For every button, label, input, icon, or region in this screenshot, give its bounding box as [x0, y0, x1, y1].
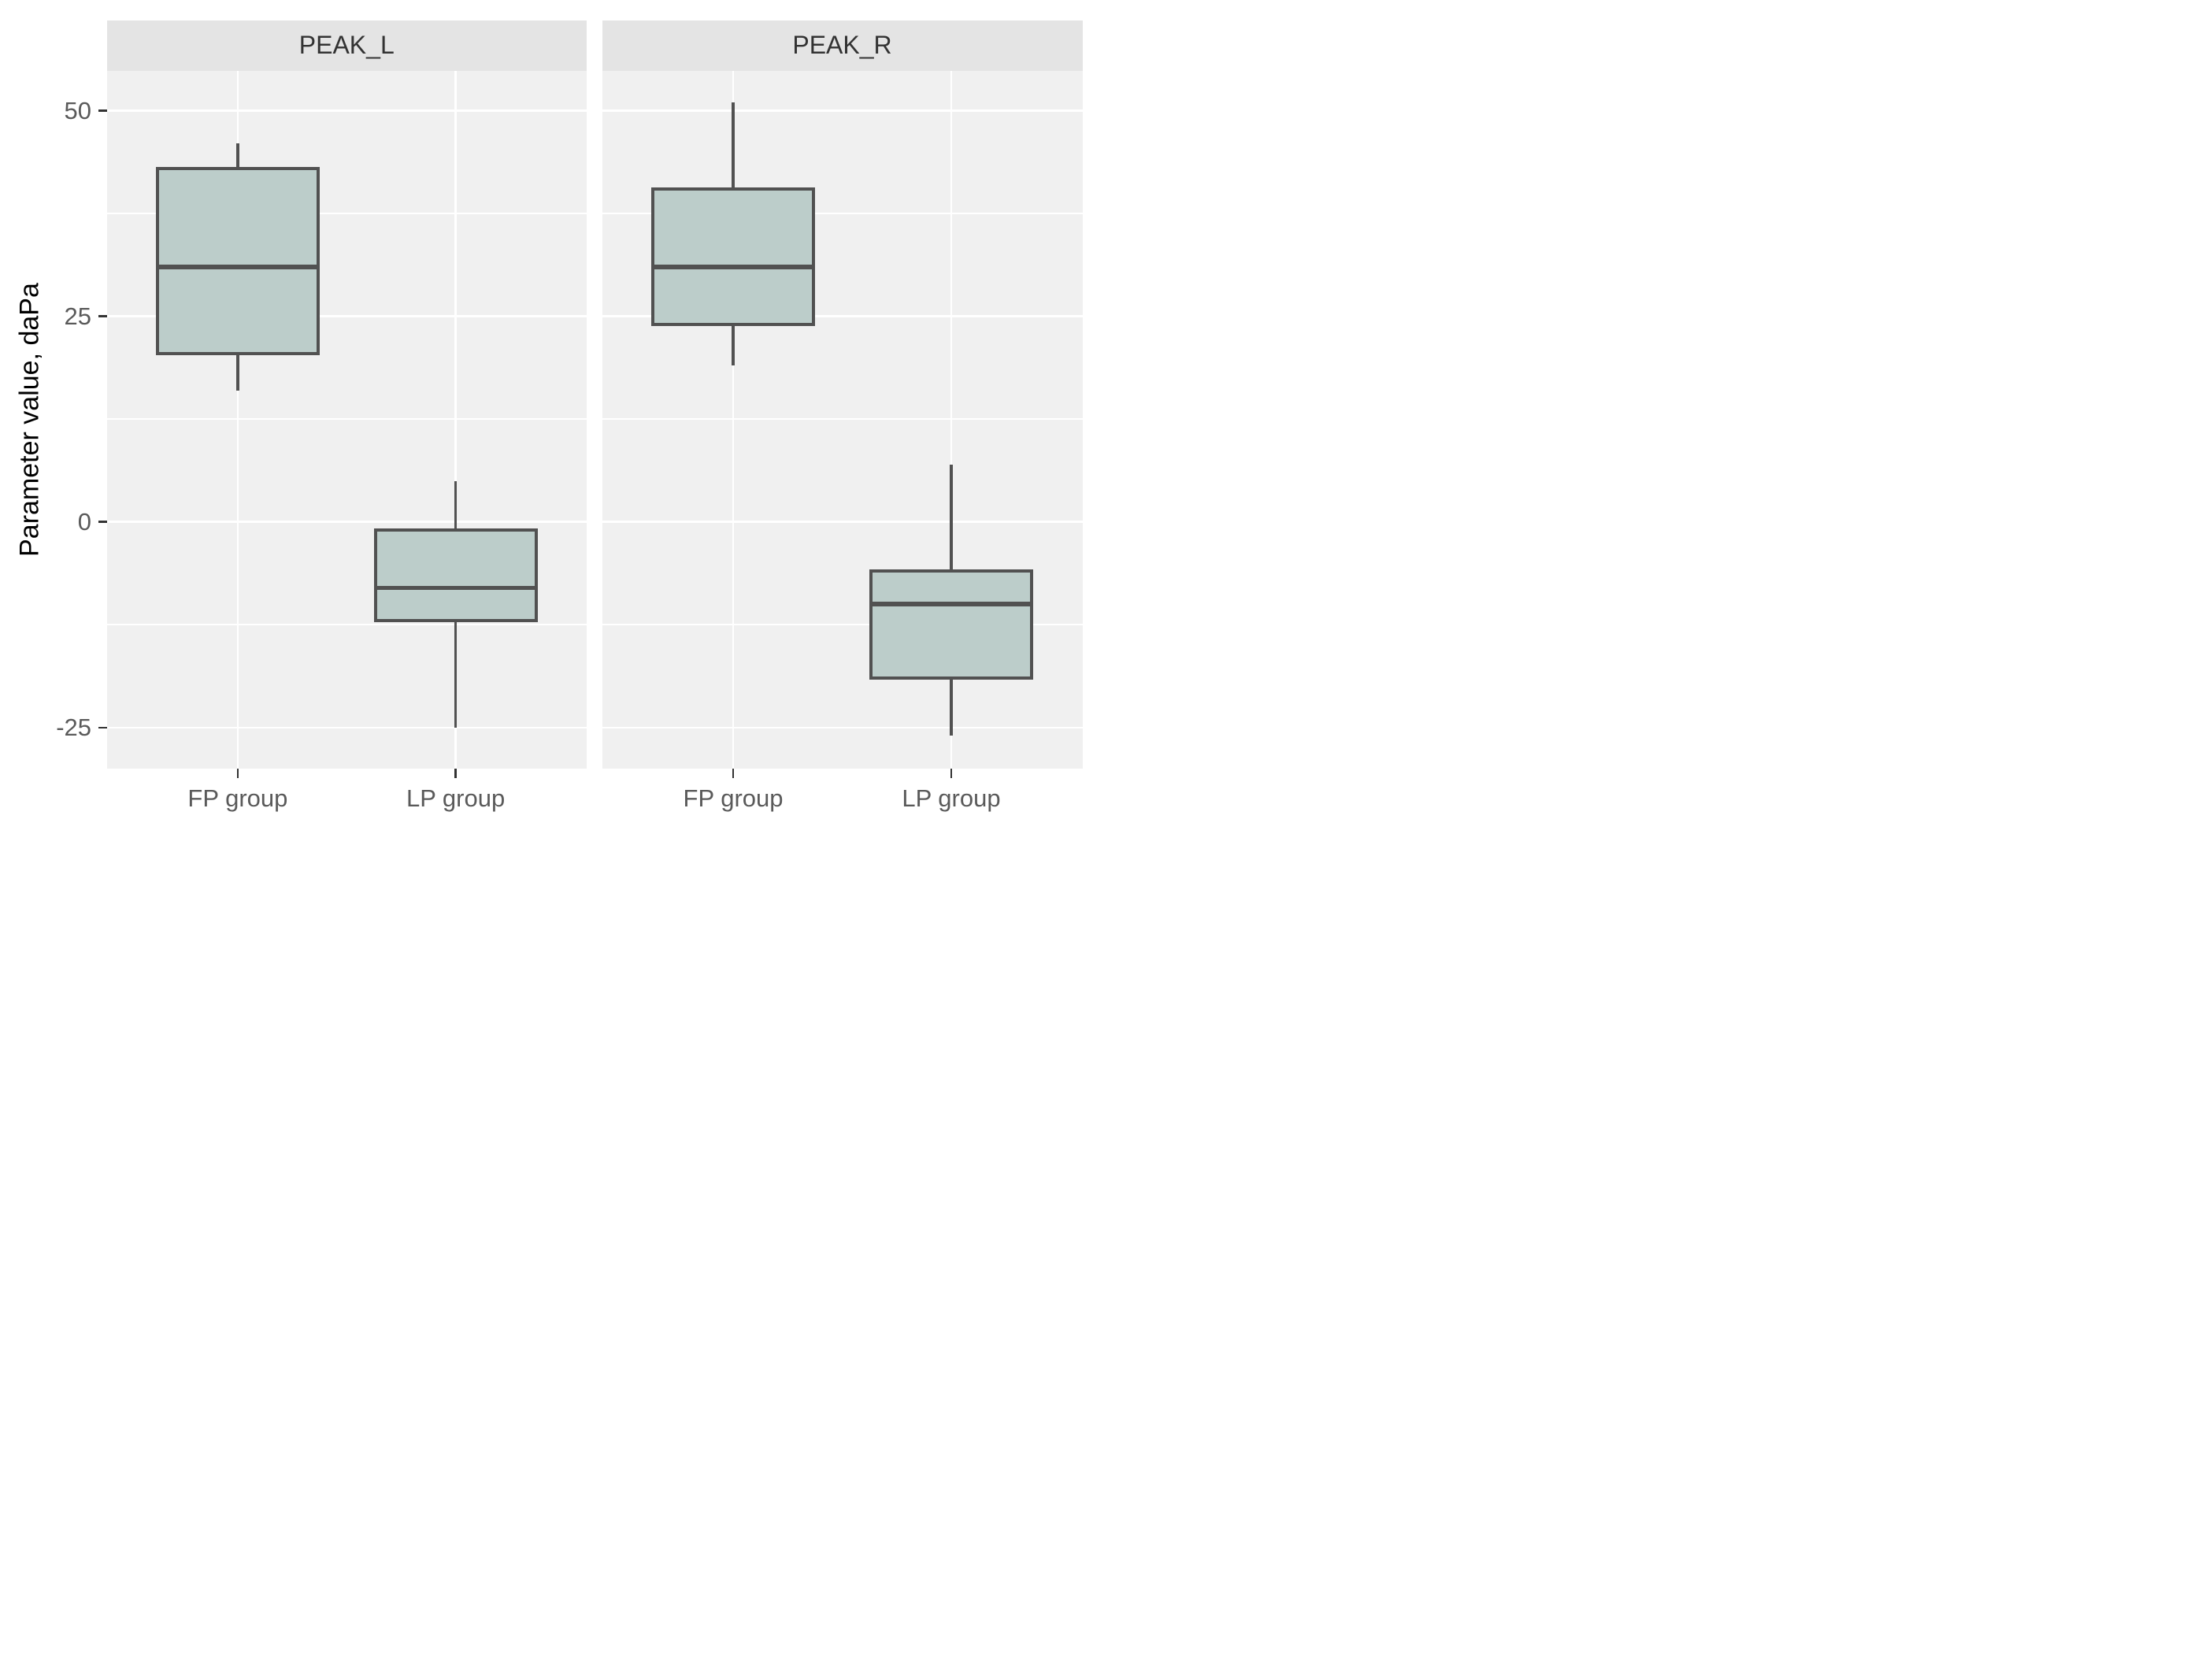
boxplot-box [869, 569, 1033, 680]
gridline-minor [602, 418, 1083, 421]
facet-strip-label: PEAK_R [792, 31, 892, 59]
gridline-vertical [236, 70, 239, 769]
median-line [869, 602, 1033, 606]
median-line [155, 265, 320, 269]
y-tick-mark [98, 726, 107, 729]
gridline-major [106, 315, 587, 317]
upper-whisker-line [236, 143, 239, 169]
lower-whisker-line [732, 324, 735, 366]
y-tick-mark [98, 521, 107, 523]
plot-panel [602, 70, 1083, 769]
gridline-vertical [454, 70, 457, 769]
y-tick-mark [98, 315, 107, 317]
x-tick-mark [236, 769, 239, 778]
lower-whisker-line [950, 678, 953, 736]
gridline-vertical [732, 70, 735, 769]
lower-whisker-line [454, 621, 458, 728]
gridline-minor [106, 418, 587, 421]
y-tick-label: 50 [64, 97, 91, 125]
x-tick-mark [950, 769, 953, 778]
y-tick-label: 0 [77, 508, 91, 536]
y-tick-label: 25 [64, 302, 91, 331]
x-tick-label: LP group [902, 784, 1001, 812]
upper-whisker-line [454, 480, 458, 531]
gridline-major [602, 726, 1083, 729]
gridline-major [106, 726, 587, 729]
facet-strip: PEAK_L [106, 20, 587, 71]
y-tick-label: -25 [56, 714, 91, 742]
gridline-major [106, 109, 587, 112]
x-tick-label: FP group [187, 784, 288, 812]
gridline-vertical [950, 70, 953, 769]
facet-strip: PEAK_R [602, 20, 1083, 71]
plot-panel [106, 70, 587, 769]
gridline-minor [106, 624, 587, 626]
upper-whisker-line [950, 464, 953, 572]
gridline-minor [106, 213, 587, 215]
x-tick-label: LP group [406, 784, 506, 812]
y-tick-mark [98, 109, 107, 112]
facet-strip-label: PEAK_L [298, 31, 395, 59]
gridline-major [106, 521, 587, 523]
gridline-major [602, 109, 1083, 112]
x-tick-label: FP group [683, 784, 784, 812]
median-line [651, 265, 816, 269]
gridline-major [602, 315, 1083, 317]
faceted-boxplot-figure: Parameter value, daPa 50 25 0 -25 PEAK_L FP g… [0, 0, 1106, 828]
lower-whisker-line [236, 353, 239, 391]
boxplot-box [373, 528, 538, 623]
upper-whisker-line [732, 102, 735, 189]
boxplot-box [155, 166, 320, 355]
gridline-major [602, 521, 1083, 523]
x-tick-mark [454, 769, 457, 778]
median-line [373, 585, 538, 591]
gridline-minor [602, 624, 1083, 626]
boxplot-box [651, 187, 816, 327]
gridline-minor [602, 213, 1083, 215]
x-tick-mark [732, 769, 735, 778]
